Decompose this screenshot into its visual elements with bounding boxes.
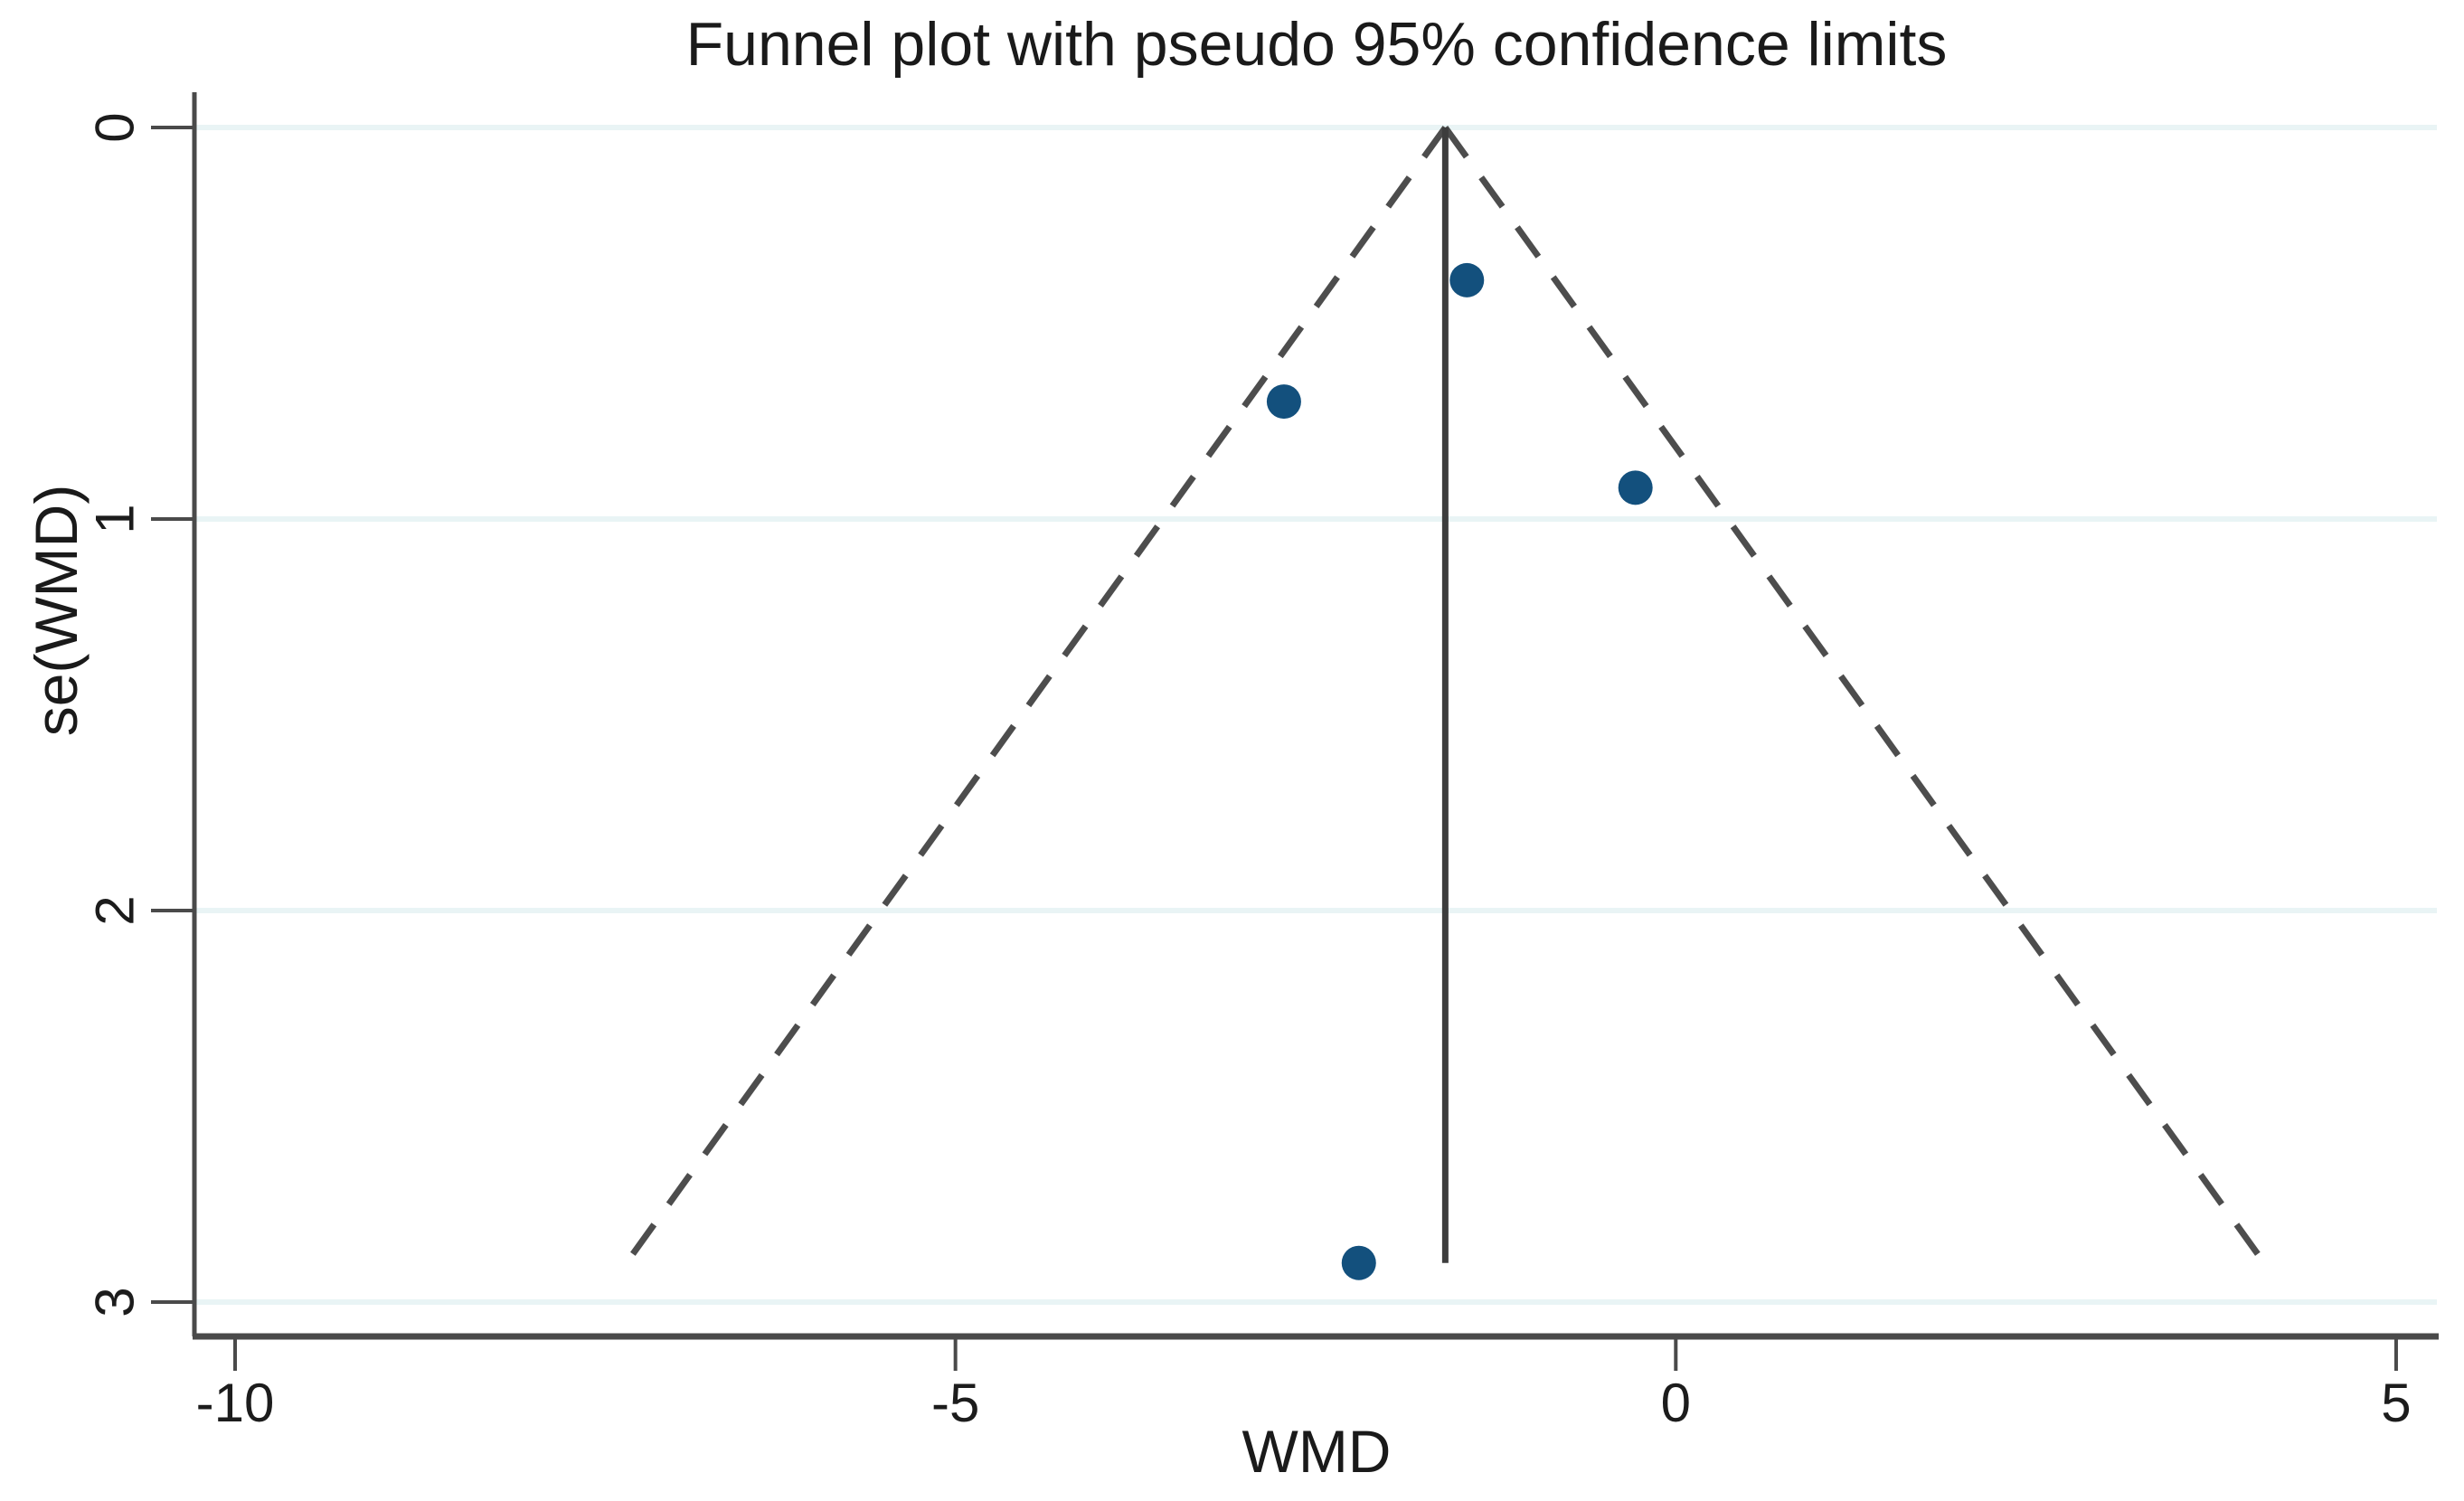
x-axis-label: WMD <box>1241 1418 1392 1485</box>
y-tick-label: 3 <box>85 1287 146 1317</box>
data-point <box>1266 384 1301 420</box>
data-point <box>1341 1245 1376 1280</box>
y-tick-label: 0 <box>85 112 146 142</box>
y-axis-label: se(WMD) <box>23 484 90 737</box>
y-tick-label: 2 <box>85 895 146 925</box>
data-point <box>1618 470 1653 505</box>
y-tick-label: 1 <box>85 504 146 533</box>
chart-title: Funnel plot with pseudo 95% confidence l… <box>685 10 1948 79</box>
data-point <box>1449 262 1485 297</box>
x-tick-label: 0 <box>1661 1373 1691 1433</box>
x-tick-label: 5 <box>2381 1373 2411 1433</box>
x-tick-label: -10 <box>196 1373 275 1433</box>
funnel-right-ci-dashed-line <box>1442 125 2267 1265</box>
x-tick-label: -5 <box>931 1373 979 1433</box>
funnel-left-ci-dashed-line <box>623 125 1449 1265</box>
